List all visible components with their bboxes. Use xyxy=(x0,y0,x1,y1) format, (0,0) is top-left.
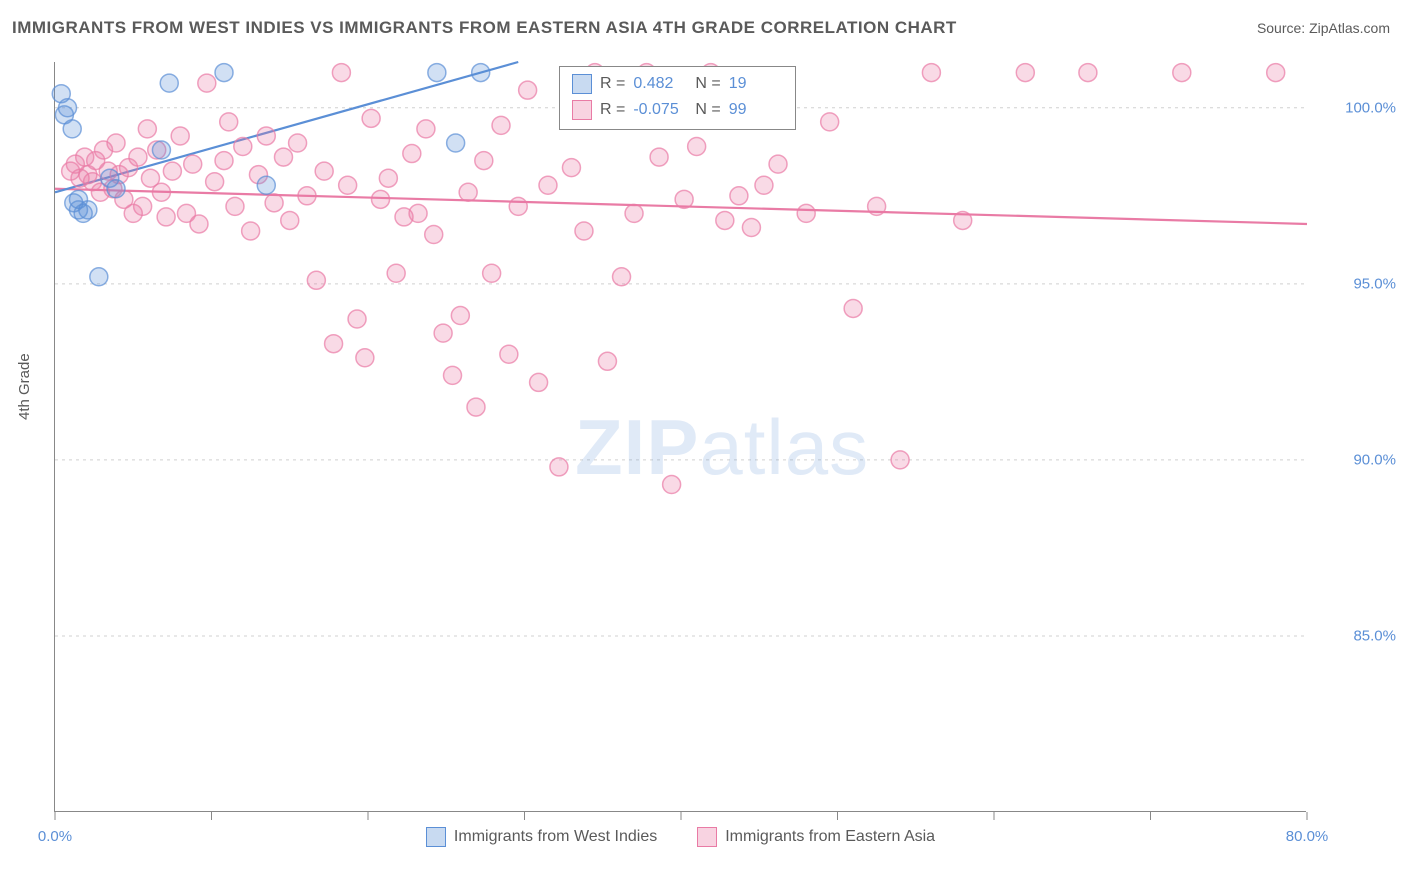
y-tick-label: 90.0% xyxy=(1353,451,1396,468)
series-label-west-indies: Immigrants from West Indies xyxy=(454,828,657,846)
y-tick-label: 100.0% xyxy=(1345,99,1396,116)
chart-plot-area: R = 0.482 N = 19 R = -0.075 N = 99 ZIPat… xyxy=(54,62,1306,812)
correlation-legend: R = 0.482 N = 19 R = -0.075 N = 99 xyxy=(559,66,796,130)
series-legend: Immigrants from West Indies Immigrants f… xyxy=(55,827,1306,847)
series-label-eastern-asia: Immigrants from Eastern Asia xyxy=(725,828,935,846)
legend-r-label: R = xyxy=(600,97,625,123)
legend-n-value-eastern-asia: 99 xyxy=(729,97,783,123)
legend-row-eastern-asia: R = -0.075 N = 99 xyxy=(572,97,783,123)
y-axis-label: 4th Grade xyxy=(16,353,33,420)
y-tick-label: 95.0% xyxy=(1353,275,1396,292)
legend-r-value-eastern-asia: -0.075 xyxy=(633,97,687,123)
series-swatch-west-indies xyxy=(426,827,446,847)
legend-r-value-west-indies: 0.482 xyxy=(633,71,687,97)
source-attribution: Source: ZipAtlas.com xyxy=(1257,20,1390,36)
x-tick-label: 80.0% xyxy=(1286,828,1329,845)
legend-n-label: N = xyxy=(695,97,720,123)
x-tick-label: 0.0% xyxy=(38,828,72,845)
legend-r-label: R = xyxy=(600,71,625,97)
chart-svg xyxy=(55,62,1306,811)
legend-n-label: N = xyxy=(695,71,720,97)
legend-n-value-west-indies: 19 xyxy=(729,71,783,97)
y-tick-label: 85.0% xyxy=(1353,627,1396,644)
chart-title: IMMIGRANTS FROM WEST INDIES VS IMMIGRANT… xyxy=(12,18,957,38)
legend-swatch-west-indies xyxy=(572,74,592,94)
legend-row-west-indies: R = 0.482 N = 19 xyxy=(572,71,783,97)
series-legend-west-indies: Immigrants from West Indies xyxy=(426,827,657,847)
series-swatch-eastern-asia xyxy=(697,827,717,847)
legend-swatch-eastern-asia xyxy=(572,100,592,120)
series-legend-eastern-asia: Immigrants from Eastern Asia xyxy=(697,827,935,847)
